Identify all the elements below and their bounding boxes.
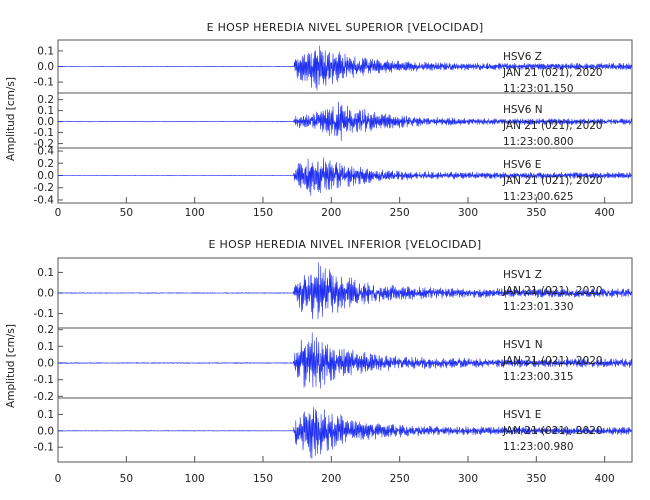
y-tick-label: 0.1: [37, 409, 54, 421]
y-tick-label: -0.1: [34, 308, 55, 320]
date-label: JAN 21 (021), 2020: [502, 425, 603, 437]
station-label: HSV1 N: [503, 339, 543, 351]
y-tick-label: 0.2: [37, 158, 54, 170]
y-tick-label: -0.2: [34, 182, 55, 194]
x-tick-label: 300: [458, 473, 478, 485]
time-label: 11:23:00.800: [503, 136, 574, 148]
x-tick-label: 400: [595, 473, 615, 485]
y-tick-label: 0.2: [37, 94, 54, 106]
waveform-trace: [57, 332, 633, 389]
x-tick-label: 350: [526, 207, 546, 219]
x-tick-label: 200: [321, 473, 341, 485]
y-tick-label: 0.1: [37, 45, 54, 57]
date-label: JAN 21 (021), 2020: [502, 175, 603, 187]
y-tick-label: 0.1: [37, 105, 54, 117]
y-axis-label-inferior: Amplitud [cm/s]: [5, 324, 17, 408]
date-label: JAN 21 (021), 2020: [502, 120, 603, 132]
y-tick-label: 0.0: [37, 288, 54, 300]
x-tick-label: 350: [526, 473, 546, 485]
y-tick-label: 0.0: [37, 170, 54, 182]
y-axis-label-superior: Amplitud [cm/s]: [5, 77, 17, 161]
channel-panel: 0.1 0.0 -0.1 HSV1 E JAN 21 (021), 2020 11:23:…: [34, 397, 633, 463]
x-tick-label: 100: [185, 207, 205, 219]
waveform-trace: [57, 45, 633, 91]
waveform-trace: [57, 262, 633, 320]
y-tick-label: -0.2: [34, 391, 55, 403]
waveform-trace: [57, 101, 633, 142]
time-label: 11:23:00.625: [503, 191, 574, 203]
date-label: JAN 21 (021), 2020: [502, 355, 603, 367]
y-tick-label: 0.2: [37, 324, 54, 336]
x-tick-label: 250: [390, 207, 410, 219]
time-label: 11:23:00.980: [503, 441, 574, 453]
channel-panel: 0.20.10.0-0.1-0.2 HSV6 N JAN 21 (021), 202…: [34, 92, 633, 150]
station-label: HSV6 Z: [503, 51, 542, 63]
y-tick-label: -0.1: [34, 442, 55, 454]
chart-title-inferior: E HOSP HEREDIA NIVEL INFERIOR [VELOCIDAD…: [209, 238, 482, 251]
channel-panel: 0.1 0.0 -0.1 HSV6 Z JAN 21 (021), 2020 11:23:…: [34, 39, 633, 95]
station-label: HSV6 E: [503, 159, 541, 171]
channel-panel: 0.1 0.0 -0.1 HSV1 Z JAN 21 (021), 2020 11:23:…: [34, 257, 633, 329]
y-tick-label: 0.0: [37, 358, 54, 370]
x-tick-label: 50: [120, 207, 133, 219]
channel-panel: 0.40.20.0-0.2-0.4 HSV6 E JAN 21 (021), 202…: [34, 146, 633, 206]
y-tick-label: -0.4: [34, 194, 55, 206]
chart-title-superior: E HOSP HEREDIA NIVEL SUPERIOR [VELOCIDAD…: [207, 21, 484, 34]
y-tick-label: 0.1: [37, 267, 54, 279]
waveform-trace: [57, 157, 633, 196]
y-tick-label: 0.1: [37, 341, 54, 353]
y-tick-label: 0.4: [37, 146, 54, 158]
station-label: HSV1 E: [503, 409, 541, 421]
date-label: JAN 21 (021), 2020: [502, 67, 603, 79]
channel-panel: 0.2 0.1 0.0 -0.1 -0.2 HSV1 N JAN 21 (021), 202…: [34, 324, 633, 403]
x-tick-label: 50: [120, 473, 133, 485]
x-tick-label: 250: [390, 473, 410, 485]
y-tick-label: -0.2: [34, 138, 55, 150]
y-tick-label: 0.0: [37, 116, 54, 128]
x-tick-label: 100: [185, 473, 205, 485]
station-label: HSV6 N: [503, 104, 543, 116]
waveform-trace: [57, 407, 633, 459]
y-tick-label: -0.1: [34, 77, 55, 89]
x-tick-label: 200: [321, 207, 341, 219]
time-label: 11:23:01.150: [503, 83, 574, 95]
y-tick-label: 0.0: [37, 61, 54, 73]
x-tick-label: 150: [253, 473, 273, 485]
y-tick-label: -0.1: [34, 127, 55, 139]
x-tick-label: 150: [253, 207, 273, 219]
panel-frame: [57, 397, 633, 463]
station-label: HSV1 Z: [503, 269, 542, 281]
date-label: JAN 21 (021), 2020: [502, 285, 603, 297]
x-tick-label: 0: [55, 473, 62, 485]
time-label: 11:23:01.330: [503, 301, 574, 313]
x-tick-label: 0: [55, 207, 62, 219]
y-tick-label: -0.1: [34, 374, 55, 386]
x-tick-label: 400: [595, 207, 615, 219]
x-tick-label: 300: [458, 207, 478, 219]
y-tick-label: 0.0: [37, 425, 54, 437]
time-label: 11:23:00.315: [503, 371, 574, 383]
